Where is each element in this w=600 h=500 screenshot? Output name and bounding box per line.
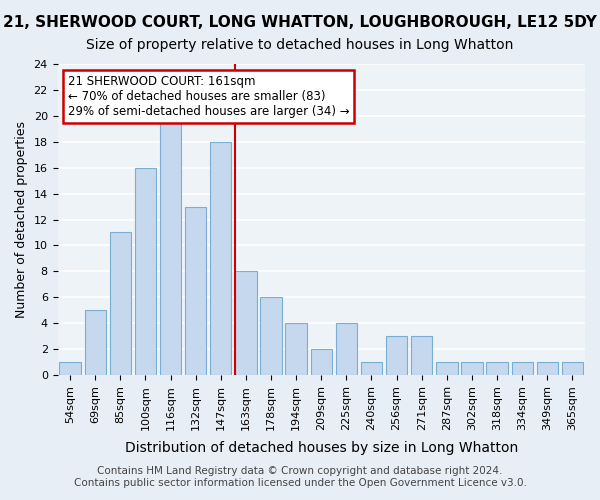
X-axis label: Distribution of detached houses by size in Long Whatton: Distribution of detached houses by size … — [125, 441, 518, 455]
Bar — [135, 168, 156, 375]
Bar — [235, 272, 257, 375]
Bar — [210, 142, 232, 375]
Text: Size of property relative to detached houses in Long Whatton: Size of property relative to detached ho… — [86, 38, 514, 52]
Bar — [110, 232, 131, 375]
Bar — [536, 362, 558, 375]
Bar — [336, 323, 357, 375]
Bar — [286, 323, 307, 375]
Bar — [311, 349, 332, 375]
Text: Contains HM Land Registry data © Crown copyright and database right 2024.
Contai: Contains HM Land Registry data © Crown c… — [74, 466, 526, 487]
Bar — [160, 116, 181, 375]
Text: 21, SHERWOOD COURT, LONG WHATTON, LOUGHBOROUGH, LE12 5DY: 21, SHERWOOD COURT, LONG WHATTON, LOUGHB… — [3, 15, 597, 30]
Bar — [562, 362, 583, 375]
Bar — [361, 362, 382, 375]
Bar — [436, 362, 458, 375]
Text: 21 SHERWOOD COURT: 161sqm
← 70% of detached houses are smaller (83)
29% of semi-: 21 SHERWOOD COURT: 161sqm ← 70% of detac… — [68, 75, 350, 118]
Bar — [512, 362, 533, 375]
Bar — [487, 362, 508, 375]
Bar — [185, 206, 206, 375]
Bar — [461, 362, 482, 375]
Y-axis label: Number of detached properties: Number of detached properties — [15, 121, 28, 318]
Bar — [260, 298, 282, 375]
Bar — [85, 310, 106, 375]
Bar — [411, 336, 433, 375]
Bar — [386, 336, 407, 375]
Bar — [59, 362, 81, 375]
